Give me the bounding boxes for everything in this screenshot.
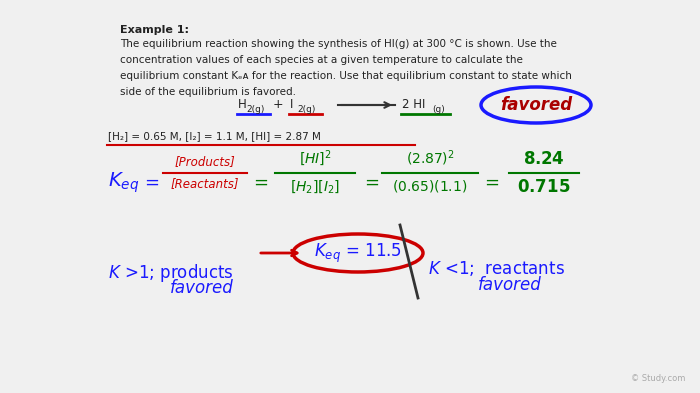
- Text: side of the equilibrium is favored.: side of the equilibrium is favored.: [120, 87, 296, 97]
- Text: favored: favored: [170, 279, 234, 297]
- Text: [Products]: [Products]: [174, 155, 235, 168]
- Text: I: I: [290, 99, 293, 112]
- Text: $\mathit{[H_2][I_2]}$: $\mathit{[H_2][I_2]}$: [290, 178, 340, 195]
- Text: $\mathbf{0.715}$: $\mathbf{0.715}$: [517, 178, 570, 196]
- Text: $\mathit{K_{eq}}$ = 11.5: $\mathit{K_{eq}}$ = 11.5: [314, 241, 402, 264]
- Text: $\mathit{[HI]^2}$: $\mathit{[HI]^2}$: [299, 148, 331, 168]
- Text: equilibrium constant Kₑᴀ for the reaction. Use that equilibrium constant to stat: equilibrium constant Kₑᴀ for the reactio…: [120, 71, 572, 81]
- Text: =: =: [484, 174, 500, 192]
- Text: $\mathit{(2.87)^2}$: $\mathit{(2.87)^2}$: [405, 149, 454, 168]
- Text: =: =: [144, 174, 160, 192]
- Text: The equilibrium reaction showing the synthesis of HI(g) at 300 °C is shown. Use : The equilibrium reaction showing the syn…: [120, 39, 557, 49]
- Text: favored: favored: [478, 276, 542, 294]
- Text: 2(g): 2(g): [246, 105, 265, 114]
- Text: $\mathit{(0.65)(1.1)}$: $\mathit{(0.65)(1.1)}$: [392, 178, 468, 194]
- Text: $\mathit{K}$ <1;  reactants: $\mathit{K}$ <1; reactants: [428, 259, 565, 277]
- Text: Example 1:: Example 1:: [120, 25, 189, 35]
- Text: $\mathit{K}$ >1; products: $\mathit{K}$ >1; products: [108, 262, 234, 284]
- Text: +: +: [273, 99, 284, 112]
- Text: $\mathbf{8.24}$: $\mathbf{8.24}$: [523, 150, 565, 168]
- Text: concentration values of each species at a given temperature to calculate the: concentration values of each species at …: [120, 55, 523, 65]
- Text: H: H: [238, 99, 246, 112]
- Text: [Reactants]: [Reactants]: [171, 177, 239, 190]
- Text: © Study.com: © Study.com: [631, 374, 685, 383]
- Text: 2(g): 2(g): [297, 105, 316, 114]
- Text: 2 HI: 2 HI: [402, 99, 426, 112]
- Text: favored: favored: [500, 96, 572, 114]
- Text: =: =: [365, 174, 379, 192]
- Text: [H₂] = 0.65 M, [I₂] = 1.1 M, [HI] = 2.87 M: [H₂] = 0.65 M, [I₂] = 1.1 M, [HI] = 2.87…: [108, 131, 321, 141]
- Text: (g): (g): [432, 105, 444, 114]
- Text: =: =: [253, 174, 269, 192]
- Text: $\mathit{K_{eq}}$: $\mathit{K_{eq}}$: [108, 171, 139, 195]
